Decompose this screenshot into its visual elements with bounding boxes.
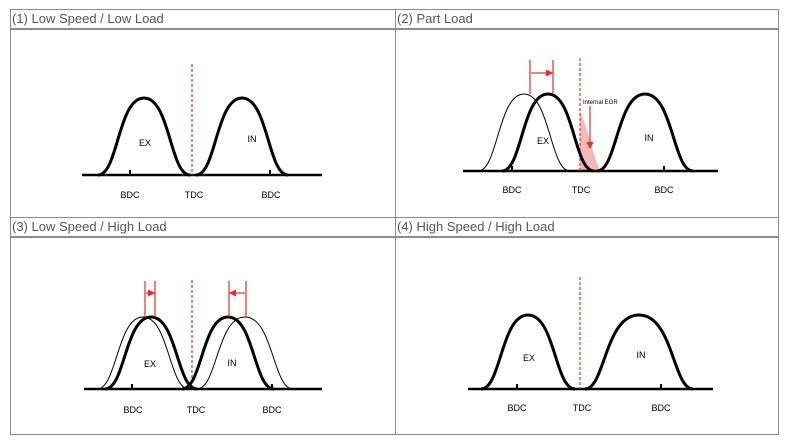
panel-4-title: (4) High Speed / High Load bbox=[397, 219, 555, 234]
panel-2-title: (2) Part Load bbox=[397, 11, 473, 26]
panel-4-diagram: EX IN BDC TDC BDC bbox=[468, 277, 713, 413]
exhaust-valve-curve-retarded bbox=[104, 315, 198, 391]
intake-valve-curve bbox=[596, 92, 694, 173]
panel-3-title: (3) Low Speed / High Load bbox=[12, 219, 167, 234]
tdc-label: TDC bbox=[187, 405, 206, 415]
bdc-right-label: BDC bbox=[654, 185, 674, 195]
intake-valve-curve bbox=[584, 313, 694, 391]
internal-egr-label: Internal EGR bbox=[583, 100, 618, 106]
in-label: IN bbox=[228, 358, 237, 368]
panel-4-body bbox=[395, 237, 779, 435]
ex-label: EX bbox=[144, 359, 156, 369]
bdc-left-label: BDC bbox=[123, 405, 143, 415]
bdc-left-label: BDC bbox=[120, 190, 140, 200]
tdc-label: TDC bbox=[573, 403, 592, 413]
bdc-right-label: BDC bbox=[261, 190, 281, 200]
bdc-right-label: BDC bbox=[262, 405, 282, 415]
exhaust-valve-curve bbox=[97, 96, 191, 177]
intake-valve-curve-advanced bbox=[181, 315, 275, 391]
panel-1-header: (1) Low Speed / Low Load bbox=[10, 9, 396, 29]
ex-label: EX bbox=[523, 353, 535, 363]
panel-3-body bbox=[10, 237, 396, 435]
panel-3-header: (3) Low Speed / High Load bbox=[10, 217, 396, 237]
exhaust-valve-curve bbox=[480, 313, 576, 391]
in-label: IN bbox=[645, 133, 654, 143]
in-label: IN bbox=[248, 134, 257, 144]
panel-1-title: (1) Low Speed / Low Load bbox=[12, 11, 164, 26]
bdc-left-label: BDC bbox=[507, 403, 527, 413]
panel-4-header: (4) High Speed / High Load bbox=[395, 217, 779, 237]
bdc-right-label: BDC bbox=[651, 403, 671, 413]
panel-2-diagram: Internal EGR EX IN BDC TDC BDC bbox=[463, 58, 718, 195]
panel-1-body bbox=[10, 29, 396, 218]
in-label: IN bbox=[637, 350, 646, 360]
panel-1-diagram: EX IN BDC TDC BDC bbox=[82, 64, 322, 200]
exhaust-valve-curve-retarded bbox=[501, 92, 595, 173]
ex-label: EX bbox=[537, 136, 549, 146]
panel-2-header: (2) Part Load bbox=[395, 9, 779, 29]
internal-egr-area bbox=[580, 110, 601, 171]
tdc-label: TDC bbox=[185, 190, 204, 200]
intake-valve-curve bbox=[195, 96, 289, 177]
bdc-left-label: BDC bbox=[502, 185, 522, 195]
exhaust-valve-curve-original bbox=[477, 93, 571, 172]
tdc-label: TDC bbox=[572, 185, 591, 195]
ex-label: EX bbox=[139, 138, 151, 148]
panel-3-diagram: EX IN BDC TDC BDC bbox=[84, 280, 322, 415]
intake-valve-curve-original bbox=[196, 316, 294, 390]
exhaust-valve-curve-original bbox=[96, 316, 190, 390]
